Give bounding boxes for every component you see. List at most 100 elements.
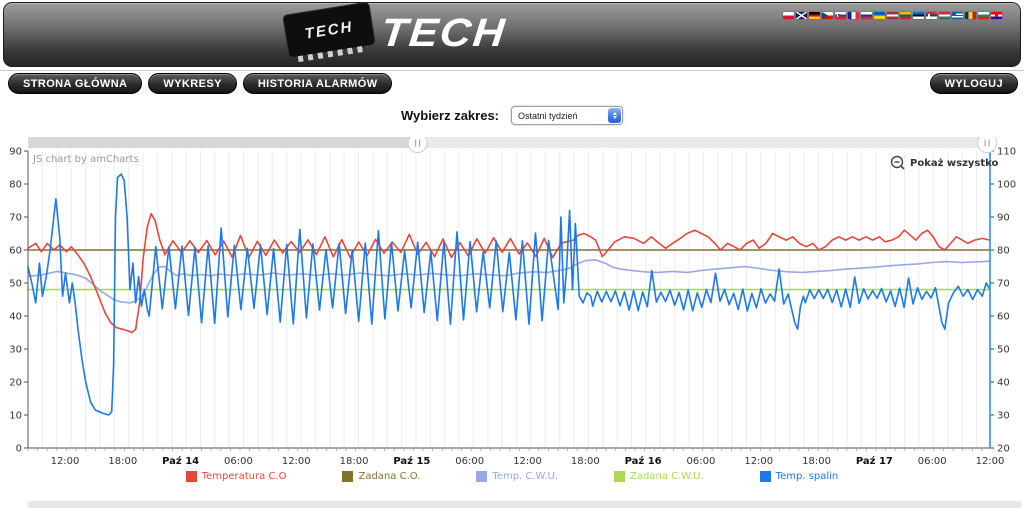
flag-bulgaria-icon[interactable]	[978, 12, 989, 19]
legend-item-1[interactable]: Temperatura C.O	[185, 471, 287, 482]
right-axis-label: 20	[997, 444, 1010, 455]
right-axis-label: 40	[997, 378, 1010, 389]
x-axis-label: 06:00	[224, 456, 253, 467]
show-all-button[interactable]: Pokaż wszystko	[890, 155, 999, 170]
legend-item-3[interactable]: Temp. C.W.U.	[476, 471, 558, 482]
app-header: TECH TECH	[3, 1, 1021, 67]
legend-swatch	[476, 471, 488, 482]
x-axis-label: Paź 14	[162, 455, 199, 467]
x-axis-label: 12:00	[976, 456, 1005, 467]
flag-poland-icon[interactable]	[783, 12, 794, 19]
x-axis-label: 12:00	[282, 456, 311, 467]
legend-swatch	[613, 471, 625, 482]
x-axis-label: 06:00	[455, 456, 484, 467]
legend-label: Zadana C.O.	[358, 471, 421, 482]
flag-croatia-icon[interactable]	[991, 12, 1002, 19]
chevron-up-icon	[612, 112, 617, 115]
flag-germany-icon[interactable]	[809, 12, 820, 19]
legend-swatch	[759, 471, 771, 482]
show-all-label: Pokaż wszystko	[910, 158, 999, 169]
chart-canvas: 0 10 20 30 40 50 60 70 80 90 20 30 40 50 60 70 80 90 100 11…	[9, 133, 1016, 468]
nav-divider	[0, 70, 1024, 71]
amcharts-watermark: JS chart by amCharts	[32, 154, 139, 165]
left-axis-label: 40	[9, 312, 22, 323]
legend-label: Temp. spalin	[775, 471, 839, 482]
legend-label: Temp. C.W.U.	[492, 471, 558, 482]
footer-bar	[27, 501, 1022, 508]
x-axis-label: 06:00	[687, 456, 716, 467]
flag-romania-icon[interactable]	[965, 12, 976, 19]
select-stepper-icon	[608, 108, 622, 123]
flag-greece-icon[interactable]	[952, 12, 963, 19]
x-axis-label: 18:00	[571, 456, 600, 467]
legend-swatch	[342, 471, 354, 482]
x-axis-label: Paź 15	[393, 455, 430, 467]
brand-wordmark: TECH	[378, 10, 509, 56]
flag-slovakia-icon[interactable]	[835, 12, 846, 19]
chart-legend: Temperatura C.O Zadana C.O. Temp. C.W.U. Za…	[0, 471, 1024, 482]
flag-uk-icon[interactable]	[796, 12, 807, 19]
flag-latvia-icon[interactable]	[887, 12, 898, 19]
gridlines	[41, 151, 977, 448]
x-axis-label: Paź 17	[856, 455, 893, 467]
axes: 0 10 20 30 40 50 60 70 80 90 20 30 40 50 60 70 80 90 100 11…	[9, 147, 1016, 468]
language-flags	[783, 12, 1002, 19]
tech-chip-logo: TECH	[282, 1, 376, 63]
nav-wykresy[interactable]: WYKRESY	[148, 73, 237, 94]
right-axis-label: 60	[997, 312, 1010, 323]
scrollbar-left-handle[interactable]	[407, 133, 428, 153]
legend-item-2[interactable]: Zadana C.O.	[342, 471, 420, 482]
flag-russia-icon[interactable]	[861, 12, 872, 19]
x-axis-label: 12:00	[51, 456, 80, 467]
flag-france-icon[interactable]	[848, 12, 859, 19]
right-axis-label: 80	[997, 246, 1010, 257]
left-axis-label: 70	[9, 213, 22, 224]
legend-label: Temperatura C.O	[201, 471, 287, 482]
x-axis-label: Paź 16	[625, 455, 662, 467]
nav-strona-glowna[interactable]: STRONA GŁÓWNA	[8, 73, 143, 94]
nav-historia-alarmow[interactable]: HISTORIA ALARMÓW	[242, 73, 393, 94]
left-axis-label: 80	[9, 180, 22, 191]
chart: 0 10 20 30 40 50 60 70 80 90 20 30 40 50 60 70 80 90 100 11…	[0, 133, 1024, 470]
range-label: Wybierz zakres:	[400, 108, 500, 123]
series-lines	[27, 173, 991, 416]
right-axis-label: 50	[997, 345, 1010, 356]
x-axis-label: 06:00	[918, 456, 947, 467]
logout-button[interactable]: WYLOGUJ	[929, 73, 1018, 94]
legend-item-5[interactable]: Temp. spalin	[759, 471, 839, 482]
flag-estonia-icon[interactable]	[913, 12, 924, 19]
x-axis-label: 18:00	[340, 456, 369, 467]
series-temp-spalin	[27, 173, 991, 416]
right-axis-label: 70	[997, 279, 1010, 290]
x-axis-label: 12:00	[513, 456, 542, 467]
right-axis-label: 90	[997, 213, 1010, 224]
range-select[interactable]: Ostatni tydzień	[511, 106, 624, 125]
flag-serbia-icon[interactable]	[926, 12, 937, 19]
chip-pins	[297, 45, 368, 63]
right-axis-label: 100	[997, 180, 1016, 191]
x-axis-label: 18:00	[108, 456, 137, 467]
legend-item-4[interactable]: Zadana C.W.U.	[613, 471, 704, 482]
flag-lithuania-icon[interactable]	[900, 12, 911, 19]
range-select-value: Ostatni tydzień	[518, 110, 578, 121]
legend-label: Zadana C.W.U.	[629, 471, 704, 482]
chip-logo-text: TECH	[303, 17, 355, 43]
zoom-out-icon	[890, 155, 904, 169]
flag-hungary-icon[interactable]	[939, 12, 950, 19]
right-axis-label: 30	[997, 411, 1010, 422]
flag-ukraine-icon[interactable]	[874, 12, 885, 19]
x-axis-label: 12:00	[744, 456, 773, 467]
range-picker-row: Wybierz zakres: Ostatni tydzień	[0, 106, 1024, 125]
left-axis-label: 0	[16, 444, 22, 455]
scrollbar-right-handle[interactable]	[977, 133, 998, 153]
chart-scrollbar[interactable]	[28, 133, 998, 153]
main-nav: STRONA GŁÓWNA WYKRESY HISTORIA ALARMÓW	[8, 73, 393, 94]
left-axis-label: 50	[9, 279, 22, 290]
flag-czech-icon[interactable]	[822, 12, 833, 19]
right-axis-label: 110	[997, 147, 1016, 158]
left-axis-label: 20	[9, 378, 22, 389]
legend-swatch	[185, 471, 197, 482]
x-axis-label: 18:00	[802, 456, 831, 467]
left-axis-label: 60	[9, 246, 22, 257]
